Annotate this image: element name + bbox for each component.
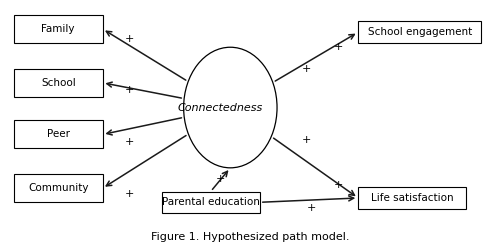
Bar: [14, 69, 102, 97]
Text: Life satisfaction: Life satisfaction: [371, 193, 454, 203]
Text: Parental education: Parental education: [162, 197, 260, 207]
Bar: [162, 192, 260, 213]
Bar: [14, 121, 102, 148]
Text: Figure 1. Hypothesized path model.: Figure 1. Hypothesized path model.: [151, 233, 349, 243]
Ellipse shape: [184, 47, 277, 168]
Text: Family: Family: [42, 24, 75, 34]
Bar: [14, 15, 102, 43]
Text: School engagement: School engagement: [368, 27, 472, 37]
Text: Community: Community: [28, 183, 88, 193]
Text: School: School: [41, 78, 76, 88]
Bar: [14, 174, 102, 202]
Text: +: +: [125, 189, 134, 199]
Text: +: +: [125, 85, 134, 95]
Text: +: +: [302, 64, 311, 74]
Text: +: +: [334, 42, 343, 52]
Bar: [358, 21, 481, 43]
Text: +: +: [302, 135, 311, 145]
Text: +: +: [125, 137, 134, 147]
Bar: [358, 187, 467, 209]
Text: +: +: [334, 180, 343, 190]
Text: +: +: [125, 34, 134, 44]
Text: Connectedness: Connectedness: [178, 103, 263, 112]
Text: +: +: [216, 174, 225, 184]
Text: Peer: Peer: [47, 129, 70, 139]
Text: +: +: [307, 203, 316, 213]
